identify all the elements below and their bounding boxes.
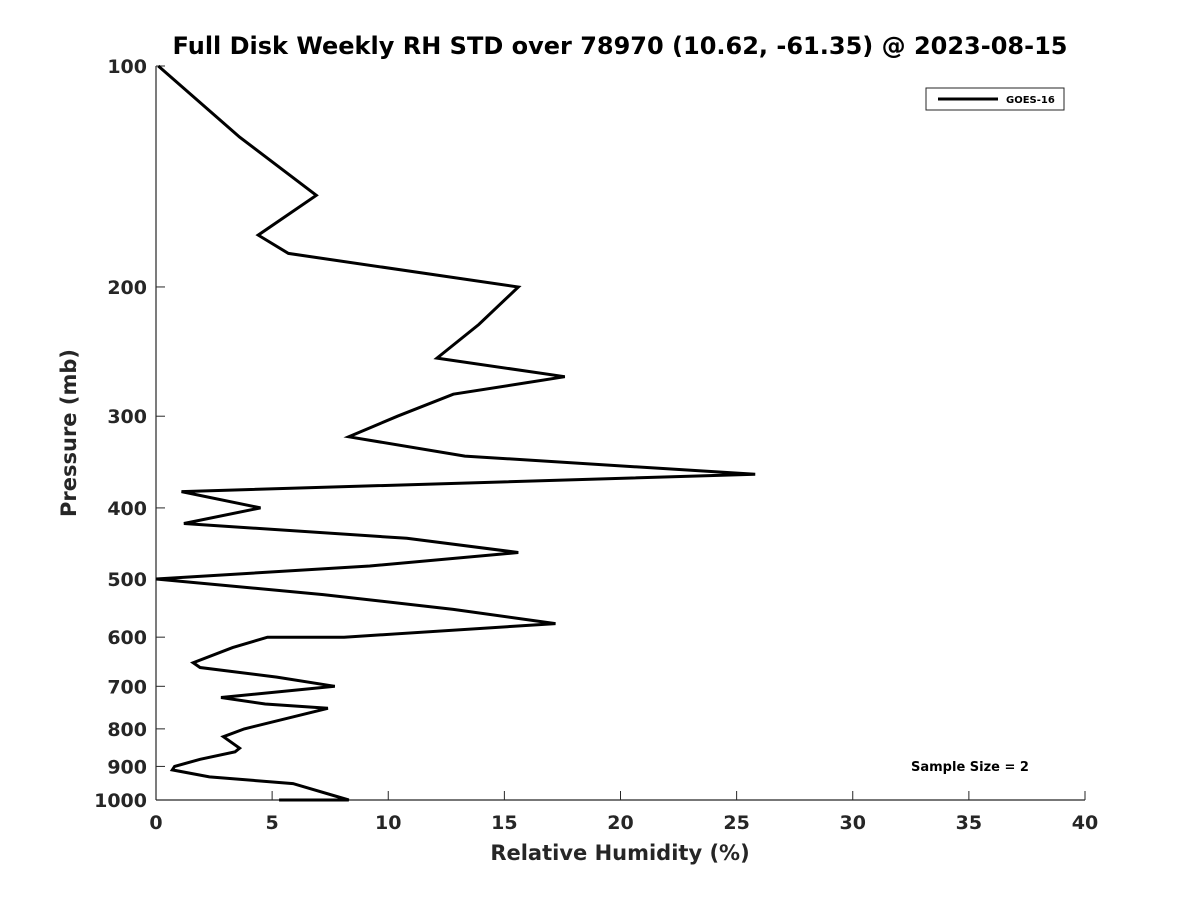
x-tick-label: 30 [840, 812, 866, 834]
x-tick-label: 5 [266, 812, 279, 834]
y-tick-label: 300 [107, 406, 147, 428]
series-group [155, 64, 756, 802]
y-tick-label: 200 [107, 277, 147, 299]
y-tick-label: 800 [107, 719, 147, 741]
y-tick-label: 600 [107, 627, 147, 649]
y-ticks: 100 200 300 400 500 600 700 800 900 1000 [94, 56, 165, 812]
legend: GOES-16 [925, 87, 1065, 111]
x-tick-label: 15 [491, 812, 517, 834]
y-tick-label: 1000 [94, 790, 147, 812]
x-tick-label: 25 [723, 812, 749, 834]
y-tick-label: 700 [107, 676, 147, 698]
y-tick-label: 500 [107, 569, 147, 591]
x-tick-label: 10 [375, 812, 401, 834]
x-tick-label: 40 [1072, 812, 1098, 834]
x-axis-label: Relative Humidity (%) [490, 841, 749, 865]
legend-label-goes-16: GOES-16 [1006, 95, 1055, 106]
y-tick-label: 100 [107, 56, 147, 78]
x-tick-label: 35 [956, 812, 982, 834]
x-tick-label: 20 [607, 812, 633, 834]
y-axis-label: Pressure (mb) [57, 349, 81, 517]
x-tick-label: 0 [149, 812, 162, 834]
series-line-goes-16 [155, 64, 756, 802]
y-tick-label: 900 [107, 756, 147, 778]
x-ticks: 0 5 10 15 20 25 30 35 40 [149, 791, 1098, 834]
chart-title: Full Disk Weekly RH STD over 78970 (10.6… [173, 32, 1068, 60]
y-tick-label: 400 [107, 498, 147, 520]
sample-size-annotation: Sample Size = 2 [911, 760, 1029, 775]
